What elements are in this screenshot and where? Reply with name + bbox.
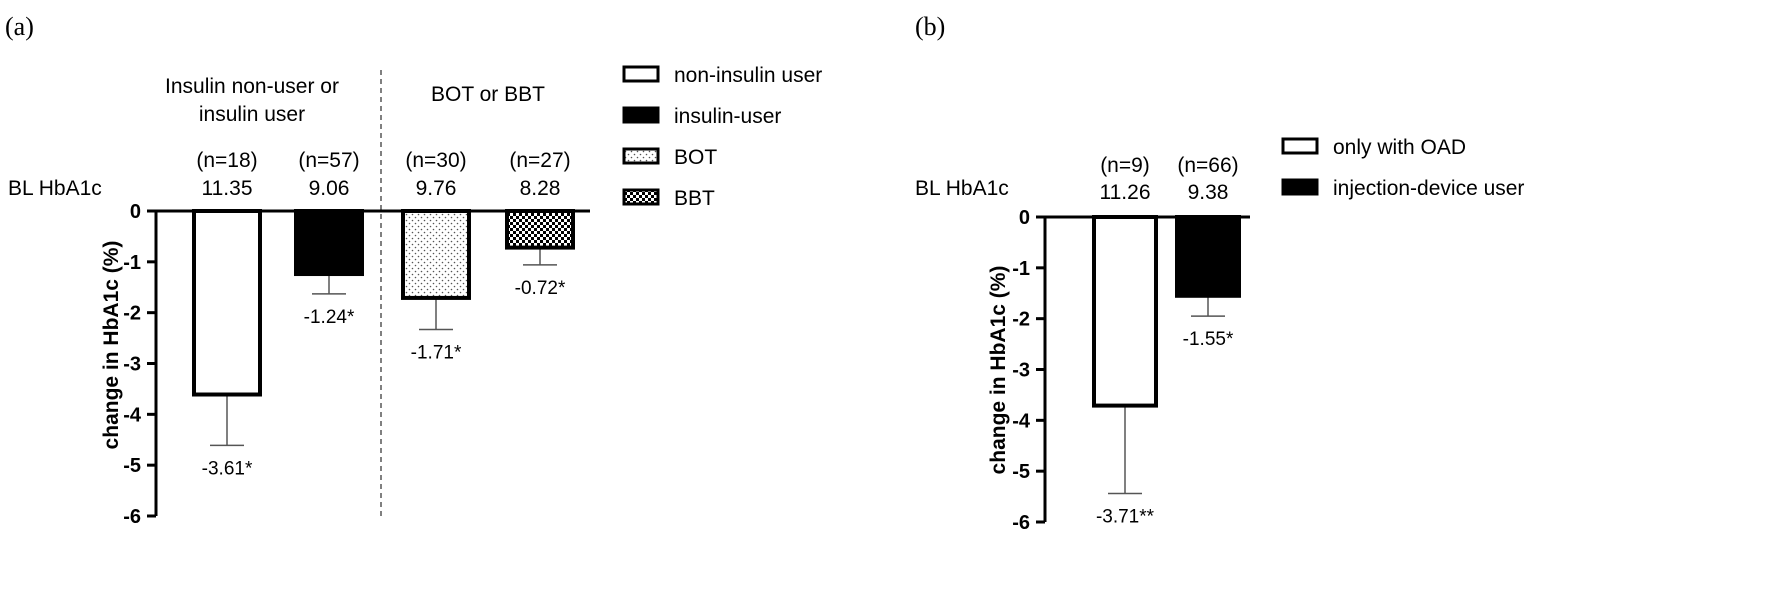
chart-panel-b: (b) BL HbA1c change in HbA1c (%) 0 -1 -2 -3… [915, 12, 1524, 534]
panel-b-y-tick-label: -3 [1012, 360, 1030, 382]
panel-a-y-tick-label: -1 [123, 252, 141, 274]
bar-n-label: (n=18) [196, 149, 257, 172]
bar-baseline-value: 11.26 [1100, 181, 1151, 204]
legend-swatch [1281, 137, 1319, 155]
panel-a-group-2-title: BOT or BBT [431, 83, 545, 106]
panel-a-y-tick-label: -3 [123, 354, 141, 376]
bar-a-4 [505, 209, 575, 250]
panel-b-label: (b) [915, 12, 945, 41]
legend-item-label: non-insulin user [674, 64, 822, 87]
legend-swatch [1281, 178, 1319, 196]
panel-a-group-1-title-line-2: insulin user [199, 103, 305, 126]
panel-a-group-1-title-line-1: Insulin non-user or [165, 75, 339, 98]
panel-b-y-tick-label: -2 [1012, 309, 1030, 331]
panel-a-y-tick-label: -5 [123, 455, 141, 477]
bar-baseline-value: 9.38 [1188, 181, 1229, 204]
bar-a-3 [401, 209, 471, 300]
panel-b-y-tick-label: -4 [1012, 410, 1031, 432]
panel-a-y-tick-label: -2 [123, 303, 141, 325]
chart-panel-a: (a) BL HbA1c change in HbA1c (%) 0 -1 -2 -3… [5, 12, 822, 528]
bar-n-label: (n=57) [298, 149, 359, 172]
panel-b-y-tick-label: -6 [1012, 512, 1030, 534]
legend-item-label: injection-device user [1333, 177, 1524, 200]
bar-n-label: (n=9) [1100, 154, 1150, 177]
panel-b-legend: only with OAD injection-device user [1281, 136, 1524, 200]
bar-value-label: -3.71** [1096, 507, 1155, 528]
bar-value-label: -3.61* [202, 458, 253, 479]
panel-a-y-tick-label: -6 [123, 506, 141, 528]
panel-a-legend: non-insulin user insulin-user BOT BBT [622, 64, 822, 210]
legend-swatch [622, 188, 660, 206]
bar-n-label: (n=30) [405, 149, 466, 172]
bar-b-2 [1175, 215, 1241, 298]
bar-value-label: -1.71* [411, 342, 462, 363]
legend-swatch [622, 147, 660, 165]
legend-swatch [622, 106, 660, 124]
bar-value-label: -1.24* [304, 307, 355, 328]
bar-b-1 [1092, 215, 1158, 408]
panel-a-y-tick-label: 0 [130, 201, 141, 223]
panel-a-baseline-label: BL HbA1c [8, 177, 102, 200]
panel-b-y-tick-label: -1 [1012, 258, 1030, 280]
bar-value-label: -1.55* [1183, 329, 1234, 350]
bar-baseline-value: 9.06 [309, 177, 350, 200]
panel-b-y-axis-title: change in HbA1c (%) [987, 266, 1010, 475]
panel-a-label: (a) [5, 12, 34, 41]
panel-b-baseline-label: BL HbA1c [915, 177, 1009, 200]
legend-item-label: BOT [674, 146, 717, 169]
panel-a-y-axis-title: change in HbA1c (%) [100, 241, 123, 450]
legend-item-label: insulin-user [674, 105, 781, 128]
bar-a-2 [294, 209, 364, 277]
legend-item-label: BBT [674, 187, 715, 210]
bar-n-label: (n=66) [1177, 154, 1238, 177]
bar-baseline-value: 8.28 [520, 177, 561, 200]
panel-b-y-tick-label: 0 [1019, 207, 1030, 229]
bar-n-label: (n=27) [509, 149, 570, 172]
bar-baseline-value: 9.76 [416, 177, 457, 200]
panel-a-bars: -3.61* (n=18) 11.35 -1.24* (n=57) 9.06 -1.71* (… [192, 149, 575, 479]
bar-baseline-value: 11.35 [202, 177, 253, 200]
panel-a-y-tick-label: -4 [123, 404, 142, 426]
panel-b-bars: -3.71** (n=9) 11.26 -1.55* (n=66) 9.38 [1092, 154, 1241, 528]
legend-swatch [622, 65, 660, 83]
panel-b-y-ticks: 0 -1 -2 -3 -4 -5 -6 [1012, 207, 1045, 534]
panel-a-y-ticks: 0 -1 -2 -3 -4 -5 -6 [123, 201, 156, 528]
legend-item-label: only with OAD [1333, 136, 1466, 159]
bar-a-1 [192, 209, 262, 397]
panel-b-y-tick-label: -5 [1012, 461, 1030, 483]
bar-value-label: -0.72* [515, 278, 566, 299]
